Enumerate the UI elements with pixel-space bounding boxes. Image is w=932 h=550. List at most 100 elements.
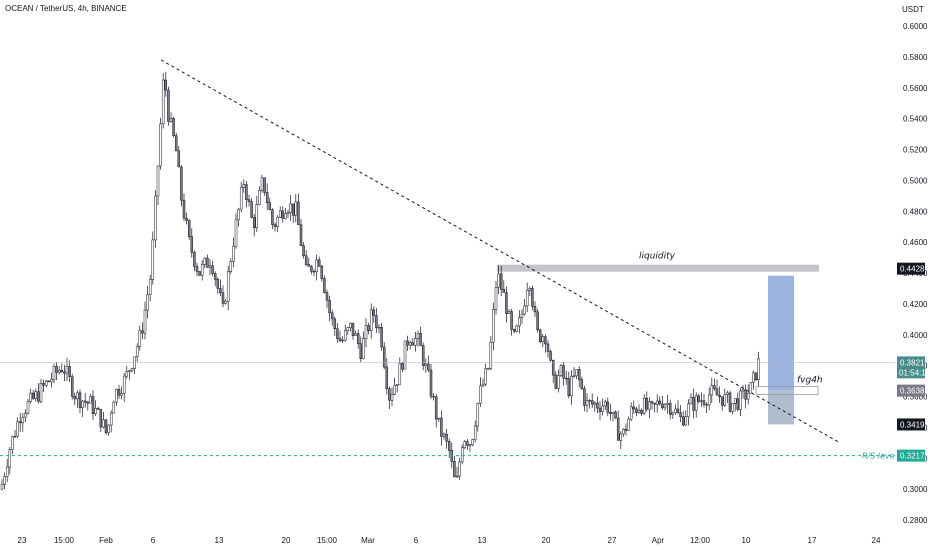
candle-body bbox=[718, 394, 721, 398]
candle-body bbox=[572, 375, 576, 377]
candle-body bbox=[323, 278, 326, 293]
candle-body bbox=[317, 259, 321, 267]
candle-body bbox=[484, 368, 487, 385]
candle-body bbox=[37, 391, 40, 402]
candle-body bbox=[700, 400, 703, 402]
candle-body bbox=[213, 273, 217, 280]
candle-body bbox=[596, 402, 599, 409]
x-tick-label: 20 bbox=[542, 536, 551, 545]
candle-series bbox=[0, 71, 760, 491]
candle-body bbox=[122, 375, 126, 394]
candle-body bbox=[99, 408, 103, 428]
candle-body bbox=[728, 392, 732, 412]
candle-body bbox=[731, 403, 734, 412]
candle-body bbox=[655, 400, 659, 405]
candle-body bbox=[637, 410, 641, 413]
candle-body bbox=[588, 400, 591, 402]
candle-body bbox=[120, 393, 123, 396]
candle-body bbox=[89, 396, 92, 404]
candle-body bbox=[577, 369, 581, 380]
candle-body bbox=[182, 199, 186, 219]
candle-body bbox=[52, 366, 56, 380]
candle-body bbox=[83, 400, 87, 403]
x-tick-label: 10 bbox=[742, 536, 751, 545]
rs-level-badge-bg bbox=[897, 449, 925, 462]
candle-body bbox=[494, 287, 498, 310]
candle-body bbox=[229, 261, 233, 272]
rs-level-badge: 0.3217 bbox=[900, 452, 925, 461]
candle-body bbox=[736, 398, 740, 410]
candle-body bbox=[642, 397, 646, 414]
level-badge: 0.4428 bbox=[900, 265, 925, 274]
candle-body bbox=[341, 339, 344, 342]
y-tick-label: 0.4200 bbox=[903, 300, 928, 309]
candle-body bbox=[559, 365, 563, 376]
candle-body bbox=[198, 271, 201, 276]
candle-body bbox=[510, 311, 513, 330]
candle-body bbox=[167, 89, 170, 122]
candle-body bbox=[125, 371, 129, 377]
liquidity-zone bbox=[497, 264, 819, 272]
candle-body bbox=[523, 305, 526, 315]
candle-body bbox=[325, 292, 329, 301]
candle-body bbox=[346, 327, 350, 332]
candle-body bbox=[187, 220, 191, 237]
candle-body bbox=[195, 266, 199, 272]
candle-body bbox=[624, 428, 628, 431]
candle-body bbox=[138, 330, 142, 348]
candle-body bbox=[109, 412, 113, 426]
candle-body bbox=[265, 192, 269, 203]
candle-body bbox=[614, 411, 617, 419]
candle-body bbox=[715, 388, 719, 396]
candle-body bbox=[437, 417, 441, 420]
candle-body bbox=[603, 401, 607, 407]
candle-body bbox=[476, 403, 480, 427]
candle-body bbox=[583, 388, 586, 406]
candle-body bbox=[203, 257, 207, 265]
candle-body bbox=[102, 419, 105, 428]
x-tick-label: 13 bbox=[478, 536, 487, 545]
time-axis: 23 15:00 Feb 6 13 20 15:00 Mar 6 13 20 27 Apr 12:00 10… bbox=[18, 536, 881, 545]
candle-body bbox=[286, 212, 290, 215]
candle-body bbox=[421, 345, 425, 366]
candle-body bbox=[112, 401, 116, 414]
candle-body bbox=[752, 372, 755, 383]
candle-body bbox=[406, 340, 409, 346]
candle-body bbox=[372, 309, 376, 316]
candle-body bbox=[221, 292, 225, 304]
x-tick-label: 6 bbox=[151, 536, 156, 545]
candle-body bbox=[429, 369, 433, 397]
candle-body bbox=[130, 368, 134, 372]
candle-body bbox=[185, 217, 188, 221]
x-tick-label: 15:00 bbox=[317, 536, 338, 545]
candle-body bbox=[380, 327, 383, 348]
candle-body bbox=[312, 271, 316, 273]
candle-body bbox=[746, 392, 750, 400]
candle-body bbox=[549, 351, 552, 361]
x-tick-label: 12:00 bbox=[690, 536, 711, 545]
candle-body bbox=[403, 340, 407, 370]
candle-body bbox=[471, 439, 474, 446]
level-badge: 0.3638 bbox=[900, 387, 925, 396]
candle-body bbox=[224, 300, 227, 304]
candle-body bbox=[94, 408, 97, 414]
candle-body bbox=[284, 213, 287, 219]
x-tick-label: 24 bbox=[872, 536, 881, 545]
y-tick-label: 0.4600 bbox=[903, 238, 928, 247]
candle-body bbox=[466, 441, 469, 446]
chart-header: OCEAN / TetherUS, 4h, BINANCE bbox=[5, 4, 127, 13]
candle-body bbox=[362, 338, 365, 359]
candle-body bbox=[18, 421, 22, 424]
candle-body bbox=[684, 416, 688, 426]
candle-body bbox=[24, 412, 27, 418]
candle-body bbox=[364, 325, 368, 339]
candle-body bbox=[78, 392, 82, 408]
candle-body bbox=[289, 203, 292, 213]
candle-body bbox=[16, 421, 19, 437]
candle-body bbox=[473, 425, 477, 440]
candle-body bbox=[497, 273, 500, 288]
candle-body bbox=[671, 412, 675, 415]
candle-body bbox=[741, 389, 745, 392]
candle-body bbox=[104, 419, 108, 433]
